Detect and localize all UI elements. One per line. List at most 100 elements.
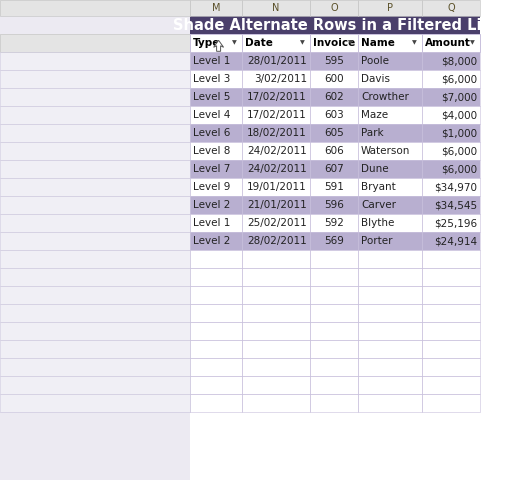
Bar <box>422 250 480 268</box>
Bar <box>358 70 422 88</box>
Bar <box>190 0 515 480</box>
Bar <box>310 52 358 70</box>
Text: Level 1: Level 1 <box>193 56 230 66</box>
Text: Waterson: Waterson <box>361 146 410 156</box>
Text: 591: 591 <box>324 182 344 192</box>
Bar <box>422 304 480 322</box>
Text: 592: 592 <box>324 218 344 228</box>
Text: Crowther: Crowther <box>361 92 409 102</box>
Text: Carver: Carver <box>361 200 396 210</box>
Bar <box>310 88 358 106</box>
Bar <box>422 286 480 304</box>
Bar <box>358 304 422 322</box>
Bar <box>310 358 358 376</box>
Text: Name: Name <box>361 38 395 48</box>
Bar <box>242 358 310 376</box>
Bar <box>190 358 242 376</box>
Text: $6,000: $6,000 <box>441 146 477 156</box>
Polygon shape <box>214 40 224 51</box>
Bar <box>190 34 242 52</box>
Bar <box>310 0 358 16</box>
Bar <box>190 268 242 286</box>
Bar <box>242 286 310 304</box>
Bar <box>422 88 480 106</box>
Bar <box>190 142 242 160</box>
Text: ▼: ▼ <box>232 40 237 46</box>
Text: Level 7: Level 7 <box>193 164 230 174</box>
Text: O: O <box>330 3 338 13</box>
Text: 19/01/2011: 19/01/2011 <box>247 182 307 192</box>
Text: Level 5: Level 5 <box>193 92 230 102</box>
Bar <box>190 232 242 250</box>
Bar <box>0 322 190 340</box>
Bar <box>190 340 242 358</box>
Bar <box>310 178 358 196</box>
Bar <box>242 250 310 268</box>
Bar <box>0 250 190 268</box>
Bar <box>310 52 358 70</box>
Bar <box>0 142 190 160</box>
Bar <box>242 52 310 70</box>
Bar <box>190 322 242 340</box>
Text: Blythe: Blythe <box>361 218 394 228</box>
Text: Level 1: Level 1 <box>193 218 230 228</box>
Bar <box>190 160 242 178</box>
Bar <box>0 304 190 322</box>
Bar <box>0 34 190 52</box>
Text: Level 2: Level 2 <box>193 236 230 246</box>
Bar <box>358 196 422 214</box>
Text: 28/02/2011: 28/02/2011 <box>247 236 307 246</box>
Text: $6,000: $6,000 <box>441 164 477 174</box>
Bar <box>310 376 358 394</box>
Bar <box>358 232 422 250</box>
Text: Dune: Dune <box>361 164 389 174</box>
Bar <box>242 0 310 16</box>
Bar <box>242 394 310 412</box>
Bar <box>422 196 480 214</box>
Text: Level 9: Level 9 <box>193 182 230 192</box>
Text: 602: 602 <box>324 92 344 102</box>
Text: 605: 605 <box>324 128 344 138</box>
Bar <box>422 196 480 214</box>
Text: $8,000: $8,000 <box>441 56 477 66</box>
Text: Level 8: Level 8 <box>193 146 230 156</box>
Bar <box>190 124 242 142</box>
Bar <box>422 358 480 376</box>
Bar <box>310 304 358 322</box>
Bar <box>310 106 358 124</box>
Bar <box>190 106 242 124</box>
Bar <box>422 124 480 142</box>
Bar <box>0 376 190 394</box>
Bar <box>358 142 422 160</box>
Bar <box>310 232 358 250</box>
Bar <box>242 160 310 178</box>
Bar <box>422 394 480 412</box>
Bar <box>358 0 422 16</box>
Text: P: P <box>387 3 393 13</box>
Bar <box>242 214 310 232</box>
Bar <box>0 358 190 376</box>
Bar <box>310 394 358 412</box>
Bar <box>0 232 190 250</box>
Bar <box>422 322 480 340</box>
Bar <box>422 88 480 106</box>
Bar <box>0 358 190 376</box>
Text: $1,000: $1,000 <box>441 128 477 138</box>
Bar <box>190 214 242 232</box>
Bar <box>0 268 190 286</box>
Text: 28/01/2011: 28/01/2011 <box>247 56 307 66</box>
Bar <box>310 394 358 412</box>
Bar <box>422 178 480 196</box>
Bar <box>422 160 480 178</box>
Bar <box>190 394 242 412</box>
Bar <box>0 322 190 340</box>
Bar <box>190 250 242 268</box>
Bar <box>190 358 242 376</box>
Bar <box>190 16 480 34</box>
Text: Date: Date <box>245 38 273 48</box>
Bar <box>310 268 358 286</box>
Bar <box>358 286 422 304</box>
Bar <box>358 34 422 52</box>
Text: 17/02/2011: 17/02/2011 <box>247 92 307 102</box>
Bar <box>310 106 358 124</box>
